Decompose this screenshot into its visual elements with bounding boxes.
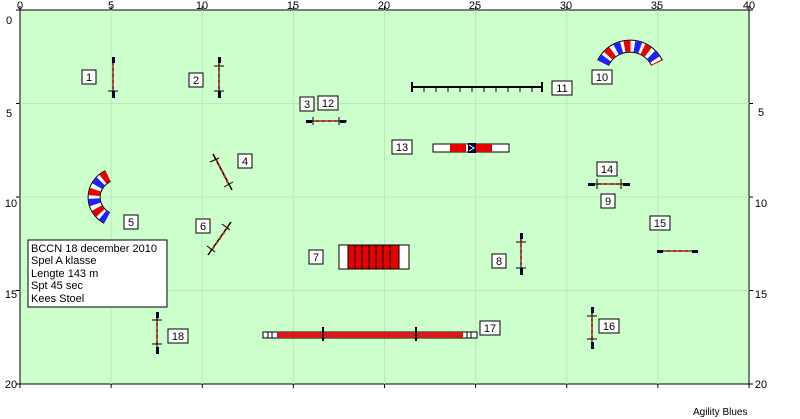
axis-left: 0 5 10 15 20 [5, 15, 17, 391]
label-15-text: 15 [654, 218, 666, 230]
obstacle-jump-8 [516, 233, 526, 275]
label-6-text: 6 [200, 221, 206, 233]
label-1: 1 [81, 69, 97, 85]
obstacle-tunnel-5 [87, 170, 112, 224]
label-15: 15 [649, 215, 671, 231]
course-info-box: BCCN 18 december 2010 Spel A klasse Leng… [27, 239, 168, 308]
label-18: 18 [167, 328, 189, 344]
label-7: 7 [308, 249, 324, 265]
axis-left-label: 20 [5, 379, 17, 391]
axis-left-label: 15 [5, 289, 17, 301]
credit-text: Agility Blues [693, 407, 747, 418]
axis-top: 0 5 10 15 20 25 30 35 40 [17, 0, 755, 12]
info-line-event: BCCN 18 december 2010 [31, 243, 157, 255]
label-13-text: 13 [396, 142, 408, 154]
label-11: 11 [551, 80, 573, 96]
obstacle-weave-11 [411, 82, 543, 92]
label-13: 13 [391, 139, 413, 155]
obstacle-seesaw-13 [432, 143, 510, 153]
axis-right-label: 10 [755, 198, 767, 210]
label-16-text: 16 [603, 321, 615, 333]
label-4: 4 [237, 153, 253, 169]
label-12: 12 [317, 95, 339, 111]
info-line-class: Spel A klasse [31, 255, 96, 267]
label-8: 8 [491, 253, 507, 269]
obstacle-dogwalk-17 [262, 327, 478, 341]
label-3-text: 3 [304, 99, 310, 111]
info-line-length: Lengte 143 m [31, 268, 98, 280]
obstacle-number-labels: 1 2 3 4 5 6 7 8 9 10 11 12 13 14 15 16 1… [81, 69, 671, 344]
axis-top-label: 25 [469, 0, 481, 12]
axis-top-label: 15 [287, 0, 299, 12]
obstacle-jump-6 [206, 221, 232, 256]
obstacle-jump-4 [209, 153, 234, 191]
label-8-text: 8 [496, 256, 502, 268]
axis-top-label: 0 [17, 0, 23, 12]
info-line-time: Spt 45 sec [31, 280, 83, 292]
axis-top-label: 40 [743, 0, 755, 12]
label-9-text: 9 [605, 196, 611, 208]
label-12-text: 12 [322, 98, 334, 110]
axis-left-label: 5 [6, 108, 12, 120]
obstacle-jump-2 [214, 57, 224, 98]
obstacle-jump-9-14 [588, 179, 630, 189]
axis-top-label: 20 [378, 0, 390, 12]
label-4-text: 4 [242, 156, 248, 168]
axis-left-label: 0 [6, 15, 12, 27]
axis-top-label: 30 [560, 0, 572, 12]
label-17-text: 17 [484, 323, 496, 335]
label-11-text: 11 [556, 83, 567, 95]
label-14: 14 [596, 161, 618, 177]
axis-top-label: 35 [651, 0, 663, 12]
label-14-text: 14 [601, 164, 613, 176]
label-1-text: 1 [86, 72, 92, 84]
obstacle-tyre-7 [338, 244, 410, 270]
axis-right-label: 15 [755, 289, 767, 301]
label-16: 16 [598, 318, 620, 334]
info-line-judge: Kees Stoel [31, 293, 84, 305]
axis-top-label: 10 [196, 0, 208, 12]
axis-right-label: 5 [758, 107, 764, 119]
label-3: 3 [299, 96, 315, 112]
label-10: 10 [591, 69, 613, 85]
obstacle-jump-1 [108, 57, 118, 98]
label-2: 2 [188, 72, 204, 88]
obstacle-jump-3-12 [306, 117, 347, 125]
label-5-text: 5 [128, 217, 134, 229]
label-5: 5 [123, 214, 139, 230]
obstacle-tunnel-10 [597, 39, 663, 67]
label-18-text: 18 [172, 331, 184, 343]
axis-right-label: 20 [755, 379, 767, 391]
axis-ticks [16, 6, 753, 388]
axis-top-label: 5 [108, 0, 114, 12]
label-6: 6 [195, 218, 211, 234]
obstacle-jump-16 [587, 307, 597, 349]
axis-left-label: 10 [5, 198, 17, 210]
label-2-text: 2 [193, 75, 199, 87]
axis-right: 5 10 15 20 [755, 107, 767, 391]
label-7-text: 7 [313, 252, 319, 264]
label-17: 17 [479, 320, 501, 336]
obstacle-jump-18 [152, 312, 162, 354]
label-10-text: 10 [596, 72, 608, 84]
obstacle-jump-15 [657, 250, 698, 253]
label-9: 9 [600, 193, 616, 209]
